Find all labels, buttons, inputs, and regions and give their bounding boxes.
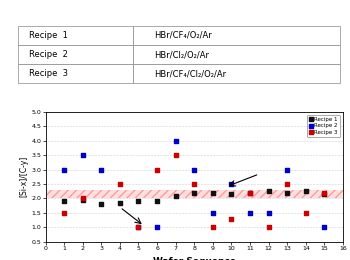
Recipe 1 — [80, 198, 85, 202]
Recipe 3 — [117, 182, 123, 186]
Recipe 1 — [229, 192, 234, 196]
Recipe 1 — [61, 199, 67, 203]
Recipe 3 — [61, 211, 67, 215]
Recipe 2 — [98, 167, 104, 172]
Recipe 2 — [229, 182, 234, 186]
Recipe 3 — [173, 153, 178, 157]
Recipe 2 — [154, 225, 160, 229]
Y-axis label: [Si-x]/[C-y]: [Si-x]/[C-y] — [20, 156, 29, 197]
Recipe 1 — [136, 199, 141, 203]
Recipe 1 — [285, 191, 290, 195]
Recipe 2 — [322, 225, 327, 229]
Recipe 2 — [247, 211, 253, 215]
Recipe 1 — [98, 202, 104, 206]
Recipe 1 — [154, 199, 160, 203]
Recipe 2 — [191, 167, 197, 172]
Recipe 3 — [247, 191, 253, 195]
Legend: Recipe 1, Recipe 2, Recipe 3: Recipe 1, Recipe 2, Recipe 3 — [307, 115, 340, 137]
Recipe 2 — [266, 211, 272, 215]
Bar — [46, 190, 343, 198]
Recipe 1 — [117, 201, 123, 205]
Recipe 2 — [136, 225, 141, 229]
Recipe 3 — [80, 196, 85, 200]
Recipe 2 — [80, 153, 85, 157]
Recipe 3 — [154, 167, 160, 172]
Recipe 3 — [191, 182, 197, 186]
Recipe 3 — [229, 217, 234, 221]
Recipe 3 — [266, 225, 272, 229]
Recipe 3 — [285, 182, 290, 186]
X-axis label: Wafer Sequence: Wafer Sequence — [153, 257, 236, 260]
Recipe 1 — [303, 189, 309, 193]
Recipe 3 — [210, 225, 216, 229]
Recipe 2 — [210, 211, 216, 215]
Recipe 1 — [191, 191, 197, 195]
Recipe 2 — [61, 167, 67, 172]
Recipe 3 — [322, 191, 327, 195]
Recipe 1 — [173, 193, 178, 198]
Recipe 3 — [136, 225, 141, 229]
Recipe 2 — [285, 167, 290, 172]
Recipe 1 — [210, 191, 216, 195]
Bar — [46, 190, 343, 198]
Recipe 1 — [247, 191, 253, 195]
Recipe 3 — [303, 211, 309, 215]
Recipe 1 — [322, 192, 327, 196]
Recipe 1 — [266, 189, 272, 193]
Recipe 2 — [173, 139, 178, 143]
